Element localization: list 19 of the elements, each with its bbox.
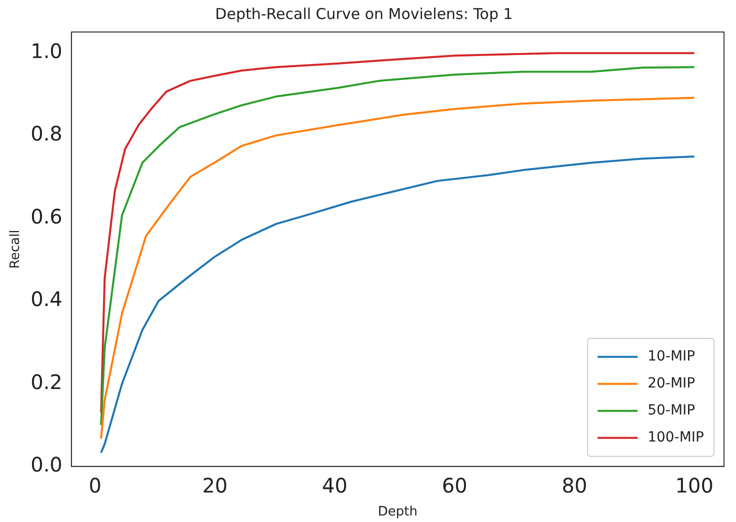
y-tick-label: 0.2 <box>30 370 62 394</box>
x-tick-label: 0 <box>88 474 102 498</box>
chart-title: Depth-Recall Curve on Movielens: Top 1 <box>215 4 513 23</box>
legend-label: 20-MIP <box>648 376 696 392</box>
legend-label: 50-MIP <box>648 402 696 419</box>
legend-label: 100-MIP <box>648 430 704 446</box>
y-axis-title: Recall <box>8 230 24 269</box>
x-tick-label: 80 <box>562 474 588 498</box>
y-tick-label: 0.8 <box>30 122 62 146</box>
x-tick-label: 40 <box>322 474 348 498</box>
x-axis-title: Depth <box>378 504 418 520</box>
x-tick-label: 20 <box>202 474 228 498</box>
y-tick-label: 1.0 <box>30 38 62 63</box>
x-tick-label: 100 <box>675 474 714 498</box>
y-tick-label: 0.0 <box>30 452 62 477</box>
y-tick-label: 0.4 <box>30 287 62 312</box>
x-tick-label: 60 <box>442 474 468 498</box>
legend-label: 10-MIP <box>648 348 696 365</box>
y-tick-label: 0.6 <box>30 204 62 228</box>
